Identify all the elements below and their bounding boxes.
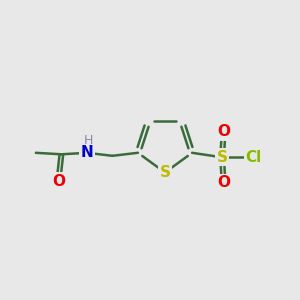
- Text: H: H: [84, 134, 93, 147]
- Text: N: N: [80, 145, 93, 160]
- Text: Cl: Cl: [245, 150, 262, 165]
- Text: O: O: [217, 124, 230, 139]
- Text: S: S: [217, 150, 228, 165]
- Text: S: S: [160, 165, 170, 180]
- Text: O: O: [52, 174, 65, 189]
- Text: O: O: [217, 175, 230, 190]
